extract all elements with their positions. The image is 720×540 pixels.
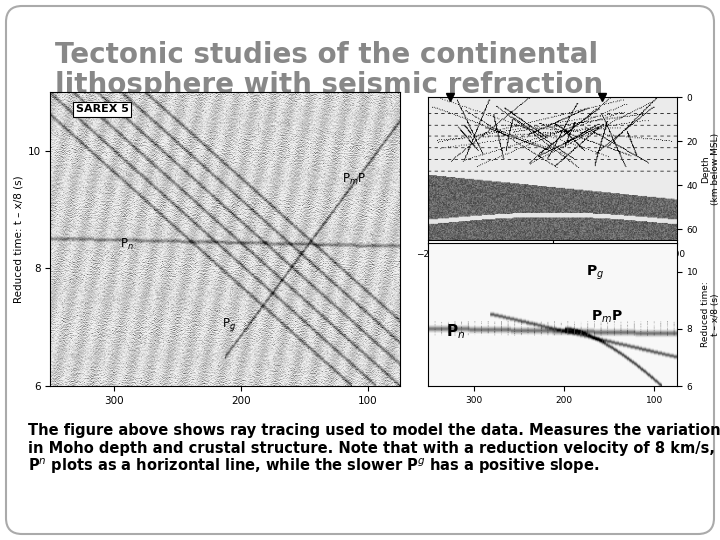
X-axis label: Model Position (km): Model Position (km): [493, 265, 612, 274]
Text: in Moho depth and crustal structure. Note that with a reduction velocity of 8 km: in Moho depth and crustal structure. Not…: [28, 441, 715, 456]
Text: P$_g$: P$_g$: [222, 316, 236, 333]
Text: lithosphere with seismic refraction: lithosphere with seismic refraction: [55, 71, 603, 99]
Text: P$^n$ plots as a horizontal line, while the slower P$^g$ has a positive slope.: P$^n$ plots as a horizontal line, while …: [28, 456, 599, 476]
Text: The figure above shows ray tracing used to model the data. Measures the variatio: The figure above shows ray tracing used …: [28, 422, 720, 437]
Text: P$_m$P: P$_m$P: [343, 172, 366, 187]
Text: P$_g$: P$_g$: [587, 264, 605, 282]
Text: P$_m$P: P$_m$P: [591, 308, 623, 325]
Text: SAREX 5: SAREX 5: [76, 104, 129, 114]
Y-axis label: Depth
(km below MSL): Depth (km below MSL): [701, 133, 720, 205]
FancyBboxPatch shape: [6, 6, 714, 534]
Text: Tectonic studies of the continental: Tectonic studies of the continental: [55, 41, 598, 69]
Text: P$_n$: P$_n$: [446, 322, 466, 341]
Y-axis label: Reduced time: t – x/8 (s): Reduced time: t – x/8 (s): [14, 175, 23, 303]
Text: P$_n$: P$_n$: [120, 237, 134, 252]
Y-axis label: Reduced time:
t – x/8 (s): Reduced time: t – x/8 (s): [701, 282, 720, 347]
